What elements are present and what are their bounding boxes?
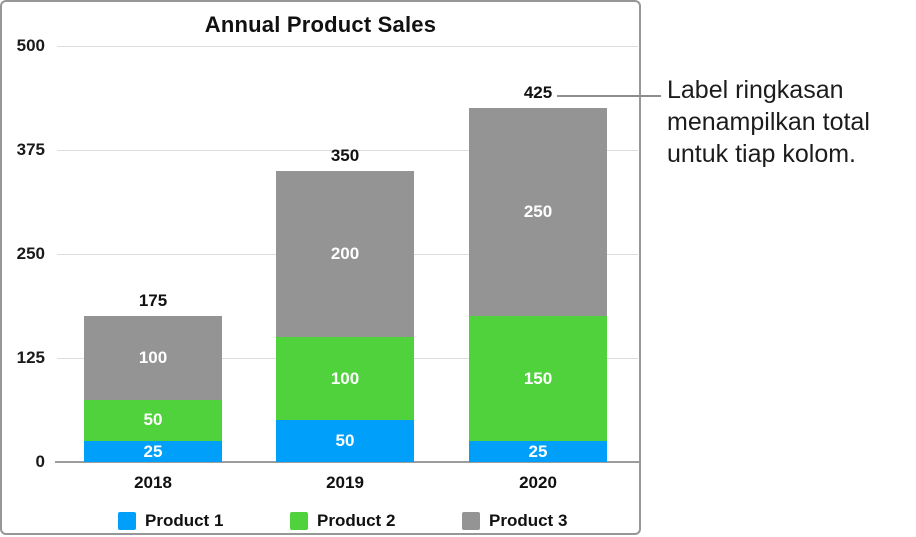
legend-swatch-icon <box>290 512 308 530</box>
y-tick-label: 500 <box>16 36 45 55</box>
x-category-label: 2020 <box>519 473 557 492</box>
bar-segment-value-label: 150 <box>523 368 553 388</box>
gridline <box>57 46 638 47</box>
bar-segment: 100 <box>84 316 222 400</box>
x-axis-line <box>55 461 640 463</box>
x-category-label: 2019 <box>326 473 364 492</box>
bar-segment-value-label: 25 <box>528 441 548 461</box>
bar-segment: 25 <box>469 441 607 462</box>
bar-segment-value-label: 100 <box>330 368 360 388</box>
bar-segment: 50 <box>84 399 222 442</box>
gridline <box>57 150 638 151</box>
legend-label: Product 1 <box>145 511 224 530</box>
bar-total-label: 425 <box>523 83 553 103</box>
bar-segment-value-label: 250 <box>523 202 553 222</box>
legend-label: Product 3 <box>489 511 568 530</box>
chart-title: Annual Product Sales <box>204 12 437 37</box>
legend-item: Product 1 <box>118 512 223 530</box>
bar-segment: 200 <box>276 170 414 338</box>
bar-segment-value-label: 50 <box>143 410 163 430</box>
bar-total-label: 175 <box>138 291 168 311</box>
legend-swatch-icon <box>118 512 136 530</box>
chart-panel: Annual Product Sales 0 125 250 375 500 25 50 10… <box>0 0 641 535</box>
y-tick-label: 125 <box>16 348 45 367</box>
callout-connector-line <box>557 95 661 97</box>
legend-item: Product 3 <box>462 512 567 530</box>
bar-segment: 150 <box>469 316 607 442</box>
y-tick-label: 375 <box>16 140 45 159</box>
bar-segment: 250 <box>469 108 607 317</box>
bar-segment-value-label: 50 <box>335 431 355 451</box>
legend-swatch-icon <box>462 512 480 530</box>
callout-text: Label ringkasan menampilkan total untuk … <box>667 76 870 168</box>
bar-total-label: 350 <box>330 145 360 165</box>
plot-area: 0 125 250 375 500 25 50 100 175 2018 50 100 200 350 20… <box>2 2 640 533</box>
y-tick-label: 0 <box>35 452 45 471</box>
bar-segment: 100 <box>276 337 414 421</box>
bar-segment: 50 <box>276 420 414 462</box>
y-tick-label: 250 <box>16 244 45 263</box>
bar-segment-value-label: 200 <box>330 243 360 263</box>
legend-item: Product 2 <box>290 512 395 530</box>
bar-segment-value-label: 100 <box>138 347 168 367</box>
bar-segment: 25 <box>84 441 222 462</box>
bar-segment-value-label: 25 <box>143 441 163 461</box>
legend-label: Product 2 <box>317 511 396 530</box>
x-category-label: 2018 <box>134 473 172 492</box>
